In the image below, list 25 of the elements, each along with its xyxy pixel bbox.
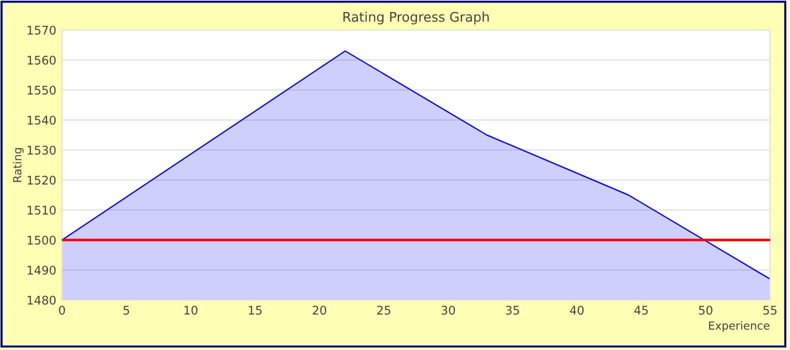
- x-tick-label: 40: [570, 306, 584, 315]
- x-tick-label: 5: [124, 306, 130, 315]
- y-tick-label: 1490: [28, 266, 56, 275]
- y-axis-title: Rating: [12, 148, 24, 182]
- x-tick-label: 0: [59, 306, 65, 315]
- x-tick-label: 55: [763, 306, 776, 315]
- y-tick-label: 1550: [28, 86, 56, 95]
- x-tick-label: 15: [248, 306, 262, 315]
- x-tick-label: 10: [184, 306, 198, 315]
- x-tick-label: 20: [312, 306, 326, 315]
- y-tick-label: 1530: [28, 146, 56, 155]
- y-tick-label: 1480: [28, 296, 56, 305]
- chart-title: Rating Progress Graph: [343, 12, 489, 24]
- x-tick-label: 25: [377, 306, 390, 315]
- x-tick-label: 45: [634, 306, 648, 315]
- x-tick-label: 50: [699, 306, 712, 315]
- y-tick-label: 1570: [28, 26, 56, 35]
- y-tick-label: 1520: [28, 176, 56, 185]
- y-tick-label: 1560: [28, 56, 56, 65]
- x-tick-label: 30: [442, 306, 455, 315]
- x-tick-label: 35: [506, 306, 520, 315]
- y-tick-label: 1500: [28, 236, 56, 245]
- y-tick-label: 1510: [28, 206, 56, 215]
- x-axis-title: Experience: [709, 321, 770, 332]
- y-tick-label: 1540: [28, 116, 56, 125]
